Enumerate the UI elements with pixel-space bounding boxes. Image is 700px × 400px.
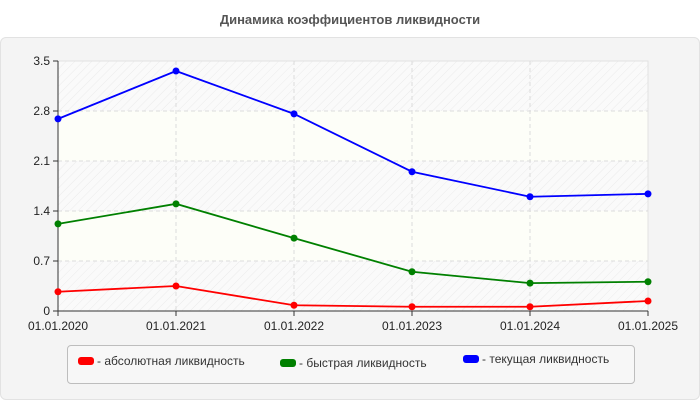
- y-tick-label: 2.8: [33, 104, 50, 118]
- y-tick-label: 3.5: [33, 54, 50, 68]
- data-point[interactable]: [54, 220, 62, 228]
- data-point[interactable]: [644, 190, 652, 198]
- x-tick-label: 01.01.2022: [264, 319, 324, 333]
- chart-legend: - абсолютная ликвидность - быстрая ликви…: [67, 345, 635, 384]
- series-line: [57, 285, 649, 308]
- data-point[interactable]: [526, 279, 534, 287]
- x-tick-label: 01.01.2025: [618, 319, 678, 333]
- plot-area: 0 0.7 1.4 2.1 2.8 3.5 01.01.2020 01.01.2021 01.0…: [28, 54, 678, 333]
- legend-label: - быстрая ликвидность: [299, 356, 427, 370]
- x-tick-label: 01.01.2021: [146, 319, 206, 333]
- legend-item-current: - текущая ликвидность: [463, 352, 609, 366]
- legend-swatch-red: [78, 357, 94, 365]
- x-tick-label: 01.01.2020: [28, 319, 88, 333]
- y-tick-label: 2.1: [33, 154, 50, 168]
- chart-title: Динамика коэффициентов ликвидности: [219, 12, 481, 27]
- data-point[interactable]: [526, 303, 534, 311]
- x-tick-label: 01.01.2024: [500, 319, 560, 333]
- data-point[interactable]: [54, 288, 62, 296]
- y-tick-label: 0: [43, 304, 50, 318]
- y-tick-label: 0.7: [33, 254, 50, 268]
- data-point[interactable]: [172, 200, 180, 208]
- data-point[interactable]: [54, 115, 62, 123]
- data-point[interactable]: [290, 110, 298, 118]
- data-point[interactable]: [644, 297, 652, 305]
- data-point[interactable]: [172, 67, 180, 75]
- x-tick-label: 01.01.2023: [382, 319, 442, 333]
- data-point[interactable]: [408, 168, 416, 176]
- legend-swatch-green: [280, 359, 296, 367]
- legend-swatch-blue: [463, 355, 479, 363]
- legend-label: - текущая ликвидность: [482, 352, 610, 366]
- data-point[interactable]: [172, 282, 180, 290]
- y-tick-label: 1.4: [33, 204, 50, 218]
- data-point[interactable]: [408, 268, 416, 276]
- data-point[interactable]: [526, 193, 534, 201]
- series-line: [57, 202, 649, 285]
- legend-label: - абсолютная ликвидность: [97, 354, 245, 368]
- legend-item-quick: - быстрая ликвидность: [280, 356, 427, 370]
- data-point[interactable]: [644, 278, 652, 286]
- data-point[interactable]: [290, 301, 298, 309]
- series-line: [57, 70, 649, 198]
- data-point[interactable]: [290, 234, 298, 242]
- data-point[interactable]: [408, 303, 416, 311]
- legend-item-absolute: - абсолютная ликвидность: [78, 354, 245, 368]
